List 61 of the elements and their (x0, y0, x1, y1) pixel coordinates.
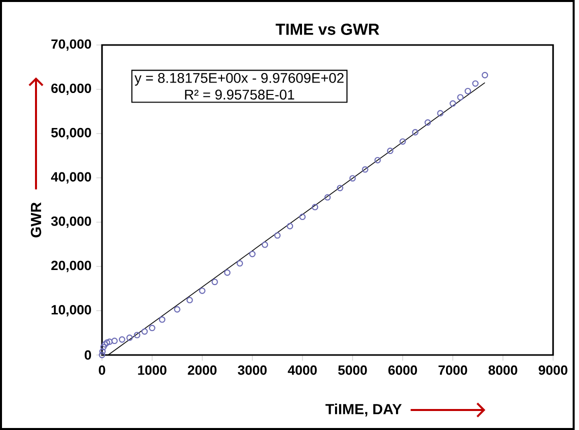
point (199, 288, 206, 294)
x-tick-label: 2000 (188, 365, 217, 375)
point (299, 214, 306, 220)
point (118, 336, 126, 343)
annotation: R² = 9.95758E-01 (185, 90, 294, 100)
point (186, 296, 193, 304)
x-tick-label: 8000 (488, 365, 518, 375)
point (148, 324, 156, 332)
point (224, 269, 230, 276)
point (336, 184, 344, 192)
x-tick-label: 0 (98, 365, 106, 375)
y-tick-label: 0 (84, 350, 92, 360)
x-axis-title: TiIME, DAY (325, 404, 402, 416)
point (212, 278, 218, 286)
x-tick-label: 7000 (438, 365, 468, 375)
point (249, 250, 256, 258)
point (386, 148, 394, 154)
point (400, 138, 406, 145)
point (464, 88, 472, 94)
x-tick-label: 4000 (288, 365, 317, 375)
point (286, 222, 294, 230)
point (158, 316, 166, 323)
chart-title: TIME vs GWR (276, 24, 380, 35)
point (141, 328, 148, 335)
point (424, 119, 431, 126)
point (99, 348, 106, 355)
y-tick-label: 60,000 (51, 84, 92, 95)
y-tick-label: 50,000 (51, 128, 92, 140)
point (457, 94, 464, 100)
x-tick-label: 1000 (138, 365, 166, 375)
point (349, 175, 356, 182)
y-tick-label: 40,000 (51, 172, 92, 184)
point (324, 194, 331, 201)
x-tick-label: 5000 (338, 365, 367, 375)
annotation: y = 8.18175E+00x - 9.97609E+02 (134, 73, 344, 86)
y-axis-title: GWR (30, 202, 42, 238)
x-tick-label: 6000 (388, 365, 417, 375)
point (111, 338, 118, 344)
y-tick-label: 70,000 (51, 39, 92, 51)
point (100, 344, 107, 350)
point (482, 72, 488, 78)
y-tick-label: 30,000 (51, 216, 92, 228)
point (312, 204, 318, 210)
point (472, 80, 479, 87)
point (134, 332, 140, 338)
point (374, 156, 381, 164)
point (236, 260, 244, 267)
point (174, 306, 180, 313)
y-tick-label: 10,000 (52, 305, 92, 316)
point (98, 352, 106, 358)
point (106, 338, 113, 345)
point (362, 166, 368, 173)
x-tick-label: 9000 (538, 365, 568, 375)
point (437, 110, 444, 116)
point (412, 129, 418, 136)
y-tick-label: 20,000 (51, 260, 92, 272)
point (274, 232, 281, 239)
point (126, 334, 133, 341)
x-tick-label: 3000 (238, 365, 267, 375)
point (450, 100, 456, 107)
point (262, 242, 268, 248)
